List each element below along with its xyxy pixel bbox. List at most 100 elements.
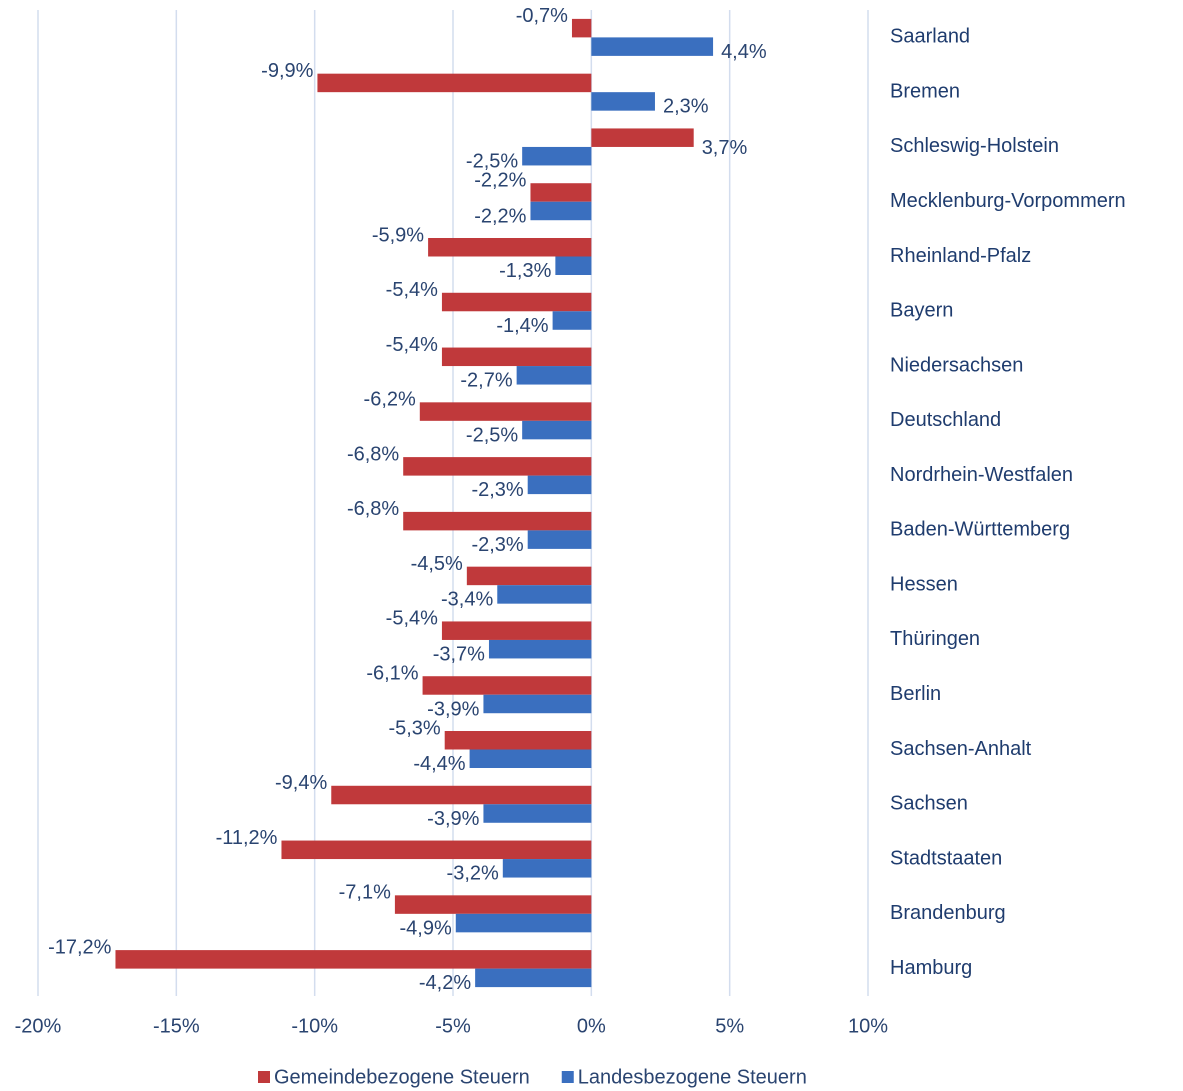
category-label: Sachsen-Anhalt [890,738,1032,760]
value-label: -9,4% [275,772,327,794]
bar [522,420,592,440]
value-label: -1,4% [496,315,548,337]
bar [555,256,592,275]
bar [428,238,592,257]
value-label: -4,9% [400,917,452,939]
bar [552,311,592,330]
value-label: 3,7% [702,137,748,159]
bar [419,402,592,421]
category-label: Nordrhein-Westfalen [890,464,1073,486]
x-tick-label: 5% [715,1015,744,1037]
bar [530,183,592,202]
x-tick-label: 0% [577,1015,606,1037]
value-label: -2,2% [474,170,526,192]
value-label: -11,2% [216,827,278,849]
bar [455,913,592,933]
value-label: -2,2% [474,205,526,227]
legend-swatch [258,1071,270,1083]
value-label: -7,1% [339,882,391,904]
category-label: Hessen [890,573,958,595]
value-label: -3,9% [427,698,479,720]
bar [497,585,592,604]
bar [115,950,592,969]
bar [469,749,592,768]
category-label: Thüringen [890,628,980,650]
bar [403,511,592,531]
x-tick-label: -20% [15,1015,62,1037]
bar [502,859,592,878]
category-label: Baden-Württemberg [890,519,1070,541]
x-tick-label: -5% [435,1015,471,1037]
value-label: -5,9% [372,224,424,246]
legend-label: Landesbezogene Steuern [578,1066,807,1088]
value-label: -1,3% [499,260,551,282]
value-label: -0,7% [516,5,568,27]
bar [591,37,714,56]
x-tick-label: 10% [848,1015,888,1037]
bar [422,676,592,695]
legend-label: Gemeindebezogene Steuern [274,1066,530,1088]
value-label: -2,3% [471,479,523,501]
bar [483,694,592,714]
bar [444,731,592,750]
bar [403,457,592,476]
value-label: -2,5% [466,424,518,446]
category-label: Sachsen [890,793,968,815]
value-label: 4,4% [721,41,767,63]
value-label: -6,1% [366,663,418,685]
value-label: -2,5% [466,150,518,172]
value-label: -3,4% [441,589,493,611]
legend-swatch [561,1071,574,1083]
value-label: -3,2% [447,863,499,885]
bar [483,804,592,823]
x-tick-label: -15% [153,1015,200,1037]
bar [441,347,592,367]
value-label: -5,3% [388,717,440,739]
value-label: -4,2% [419,972,471,994]
category-label: Hamburg [890,957,972,979]
category-label: Deutschland [890,409,1001,431]
value-label: -6,2% [364,389,416,411]
category-label: Berlin [890,683,941,705]
bar [516,366,592,385]
value-label: -2,3% [471,534,523,556]
bar [488,639,592,659]
bar [591,128,694,147]
value-label: -4,5% [411,553,463,575]
category-label: Bayern [890,300,953,322]
bar [441,292,592,312]
bar [522,146,592,166]
bar [394,895,592,914]
category-label: Rheinland-Pfalz [890,245,1031,267]
bar [466,566,592,586]
value-label: -17,2% [48,936,112,958]
value-label: -5,4% [386,608,438,630]
bar [281,840,592,860]
category-label: Schleswig-Holstein [890,135,1059,157]
category-label: Niedersachsen [890,354,1023,376]
bar [527,530,592,549]
category-label: Brandenburg [890,902,1006,924]
value-label: -2,7% [460,370,512,392]
x-tick-label: -10% [291,1015,338,1037]
value-label: -3,9% [427,808,479,830]
bar [527,475,592,495]
bar [475,968,592,988]
value-label: -6,8% [347,498,399,520]
category-label: Stadtstaaten [890,847,1002,869]
value-label: -6,8% [347,443,399,465]
bar [317,73,592,93]
value-label: -3,7% [433,643,485,665]
category-label: Saarland [890,26,970,48]
bar [571,18,592,38]
value-label: -5,4% [386,334,438,356]
category-label: Bremen [890,80,960,102]
bar [591,92,655,111]
bar [530,201,592,221]
bar [441,621,592,640]
value-label: -9,9% [261,60,313,82]
value-label: 2,3% [663,96,709,118]
bar [331,785,592,805]
